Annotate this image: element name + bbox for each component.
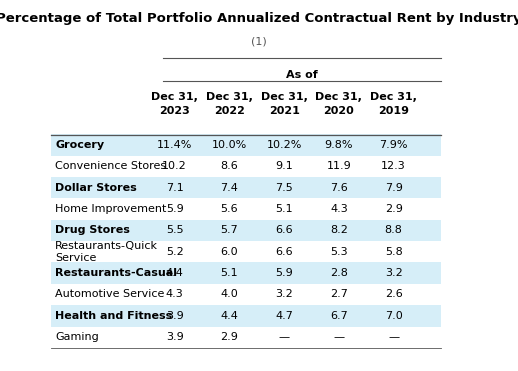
FancyBboxPatch shape <box>51 134 441 156</box>
Text: 7.4: 7.4 <box>221 183 238 193</box>
Text: 3.2: 3.2 <box>275 289 293 299</box>
Text: 4.4: 4.4 <box>221 311 238 321</box>
Text: Convenience Stores: Convenience Stores <box>55 161 166 171</box>
Text: 5.2: 5.2 <box>166 247 183 257</box>
Text: 2.7: 2.7 <box>330 289 348 299</box>
Text: Restaurants-Casual: Restaurants-Casual <box>55 268 177 278</box>
Text: Percentage of Total Portfolio Annualized Contractual Rent by Industry: Percentage of Total Portfolio Annualized… <box>0 13 518 26</box>
Text: —: — <box>388 332 399 342</box>
Text: 7.9%: 7.9% <box>379 140 408 150</box>
Text: Dollar Stores: Dollar Stores <box>55 183 137 193</box>
Text: —: — <box>333 332 344 342</box>
Text: —: — <box>279 332 290 342</box>
Text: 10.0%: 10.0% <box>212 140 247 150</box>
Text: 7.0: 7.0 <box>385 311 402 321</box>
Text: Drug Stores: Drug Stores <box>55 226 130 236</box>
Text: Dec 31,: Dec 31, <box>370 92 417 102</box>
Text: (1): (1) <box>251 36 267 46</box>
Text: 3.9: 3.9 <box>166 332 183 342</box>
Text: 3.9: 3.9 <box>166 311 183 321</box>
Text: 5.1: 5.1 <box>275 204 293 214</box>
Text: 8.8: 8.8 <box>385 226 402 236</box>
Text: 5.5: 5.5 <box>166 226 183 236</box>
Text: 7.6: 7.6 <box>330 183 348 193</box>
Text: Dec 31,: Dec 31, <box>315 92 362 102</box>
Text: 12.3: 12.3 <box>381 161 406 171</box>
Text: 8.6: 8.6 <box>221 161 238 171</box>
Text: Home Improvement: Home Improvement <box>55 204 167 214</box>
Text: Gaming: Gaming <box>55 332 99 342</box>
Text: 7.9: 7.9 <box>385 183 402 193</box>
FancyBboxPatch shape <box>51 305 441 326</box>
Text: 6.7: 6.7 <box>330 311 348 321</box>
Text: 10.2: 10.2 <box>162 161 187 171</box>
Text: 7.1: 7.1 <box>166 183 183 193</box>
Text: Dec 31,: Dec 31, <box>151 92 198 102</box>
Text: 2019: 2019 <box>378 106 409 116</box>
Text: Dec 31,: Dec 31, <box>261 92 308 102</box>
Text: 4.3: 4.3 <box>166 289 183 299</box>
Text: 2.9: 2.9 <box>221 332 238 342</box>
Text: 2020: 2020 <box>324 106 354 116</box>
Text: 2021: 2021 <box>269 106 299 116</box>
Text: Restaurants-Quick
Service: Restaurants-Quick Service <box>55 241 159 263</box>
Text: 9.8%: 9.8% <box>325 140 353 150</box>
Text: 4.0: 4.0 <box>221 289 238 299</box>
Text: 3.2: 3.2 <box>385 268 402 278</box>
Text: 5.9: 5.9 <box>275 268 293 278</box>
FancyBboxPatch shape <box>51 262 441 284</box>
Text: 6.0: 6.0 <box>221 247 238 257</box>
Text: 5.8: 5.8 <box>385 247 402 257</box>
Text: 11.9: 11.9 <box>326 161 351 171</box>
Text: 11.4%: 11.4% <box>157 140 192 150</box>
Text: 9.1: 9.1 <box>275 161 293 171</box>
Text: 10.2%: 10.2% <box>266 140 302 150</box>
Text: Dec 31,: Dec 31, <box>206 92 253 102</box>
Text: As of: As of <box>286 69 318 79</box>
Text: 2023: 2023 <box>159 106 190 116</box>
Text: 6.6: 6.6 <box>275 247 293 257</box>
Text: 4.7: 4.7 <box>275 311 293 321</box>
Text: 2.6: 2.6 <box>385 289 402 299</box>
Text: 4.4: 4.4 <box>166 268 183 278</box>
Text: 5.3: 5.3 <box>330 247 348 257</box>
Text: 5.6: 5.6 <box>221 204 238 214</box>
Text: Grocery: Grocery <box>55 140 105 150</box>
FancyBboxPatch shape <box>51 220 441 241</box>
Text: Health and Fitness: Health and Fitness <box>55 311 172 321</box>
Text: 5.9: 5.9 <box>166 204 183 214</box>
FancyBboxPatch shape <box>51 177 441 198</box>
Text: 5.7: 5.7 <box>221 226 238 236</box>
Text: 4.3: 4.3 <box>330 204 348 214</box>
Text: Automotive Service: Automotive Service <box>55 289 165 299</box>
Text: 5.1: 5.1 <box>221 268 238 278</box>
Text: 2022: 2022 <box>214 106 245 116</box>
Text: 7.5: 7.5 <box>275 183 293 193</box>
Text: 8.2: 8.2 <box>330 226 348 236</box>
Text: 2.9: 2.9 <box>385 204 402 214</box>
Text: 6.6: 6.6 <box>275 226 293 236</box>
Text: 2.8: 2.8 <box>330 268 348 278</box>
